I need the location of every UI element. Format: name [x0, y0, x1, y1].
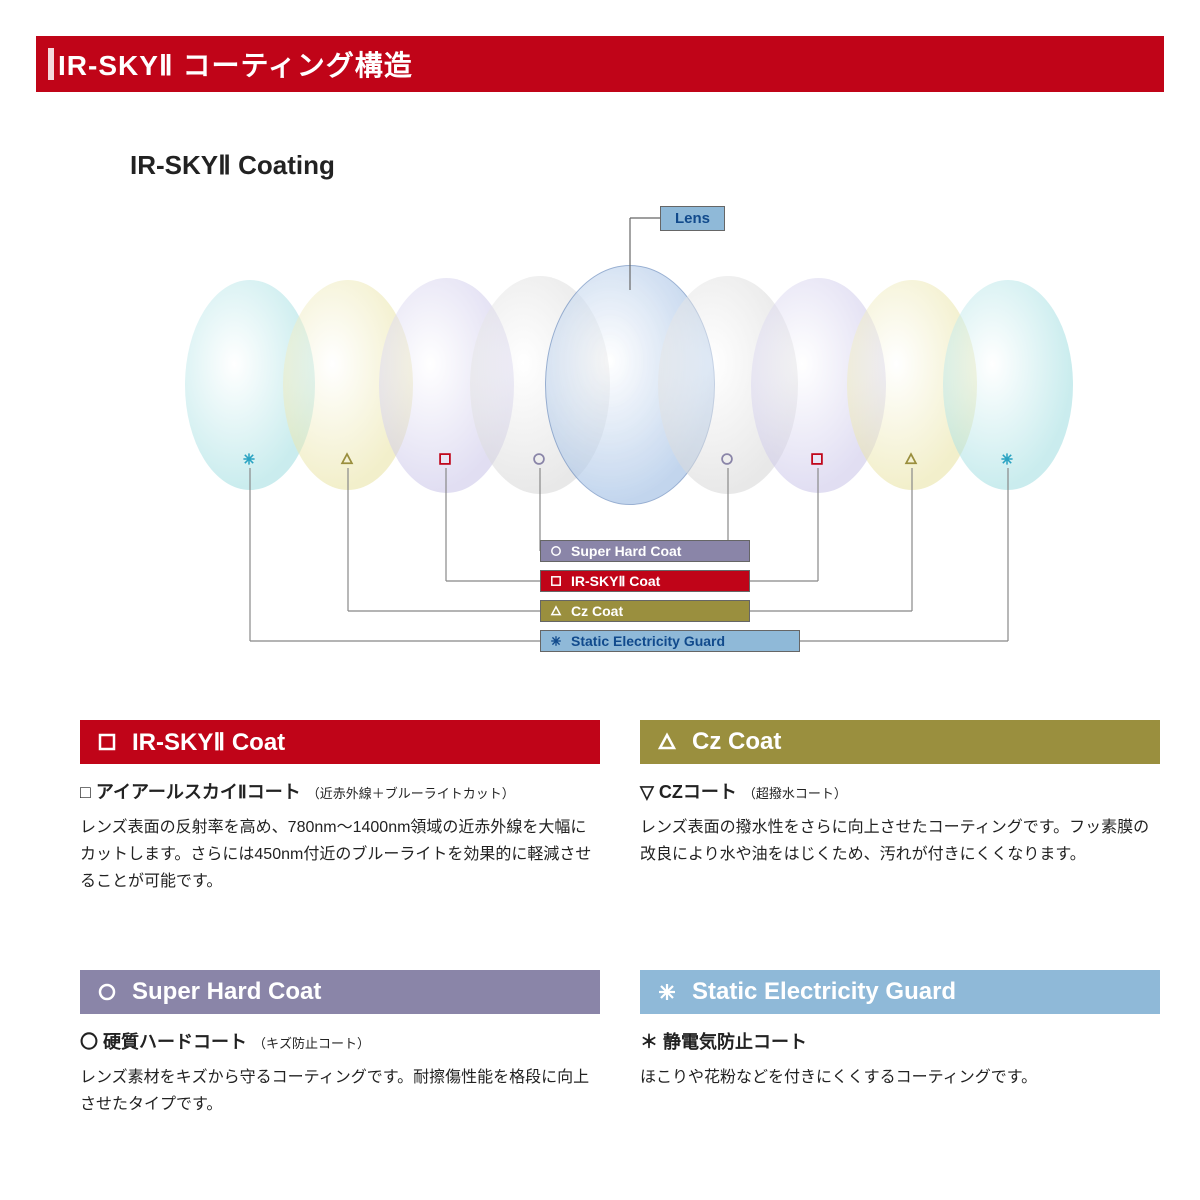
- square-icon: [549, 575, 563, 587]
- card-subtitle: ＊ 静電気防止コート: [640, 1028, 1160, 1054]
- subtitle: IR-SKYⅡ Coating: [130, 150, 335, 181]
- header-bar: IR-SKYⅡ コーティング構造: [36, 36, 1164, 92]
- card-head: Cz Coat: [640, 720, 1160, 764]
- card-head: Super Hard Coat: [80, 970, 600, 1014]
- coat-card-2: Super Hard Coat 〇 硬質ハードコート（キズ防止コート） レンズ素材を…: [80, 970, 600, 1118]
- coat-card-1: Cz Coat ▽ CZコート（超撥水コート） レンズ表面の撥水性をさらに向上させた…: [640, 720, 1160, 868]
- card-title: IR-SKYⅡ Coat: [132, 728, 285, 757]
- legend-cz-coat: Cz Coat: [540, 600, 750, 622]
- card-subtitle: □ アイアールスカイⅡコート（近赤外線＋ブルーライトカット）: [80, 778, 600, 804]
- triangle-icon: [654, 732, 680, 752]
- legend-label: Super Hard Coat: [571, 543, 681, 559]
- card-title: Cz Coat: [692, 728, 781, 756]
- square-icon: [94, 732, 120, 752]
- legend-static-electricity-guard: Static Electricity Guard: [540, 630, 800, 652]
- header-title: IR-SKYⅡ コーティング構造: [58, 44, 413, 84]
- coating-diagram: LensSuper Hard CoatIR-SKYⅡ CoatCz CoatSt…: [100, 200, 1100, 670]
- card-subtitle: 〇 硬質ハードコート（キズ防止コート）: [80, 1028, 600, 1054]
- triangle-icon: [549, 605, 563, 617]
- legend-label: Cz Coat: [571, 603, 623, 619]
- coat-card-0: IR-SKYⅡ Coat □ アイアールスカイⅡコート（近赤外線＋ブルーライトカッ…: [80, 720, 600, 896]
- card-head: IR-SKYⅡ Coat: [80, 720, 600, 764]
- card-title: Super Hard Coat: [132, 978, 321, 1006]
- card-head: Static Electricity Guard: [640, 970, 1160, 1014]
- legend-ir-skyⅱ-coat: IR-SKYⅡ Coat: [540, 570, 750, 592]
- card-body: レンズ素材をキズから守るコーティングです。耐擦傷性能を格段に向上させたタイプです…: [80, 1064, 600, 1118]
- coat-card-3: Static Electricity Guard ＊ 静電気防止コートほこりや花粉…: [640, 970, 1160, 1091]
- asterisk-icon: [549, 635, 563, 647]
- card-body: ほこりや花粉などを付きにくくするコーティングです。: [640, 1064, 1160, 1091]
- legend-label: IR-SKYⅡ Coat: [571, 573, 660, 590]
- legend-super-hard-coat: Super Hard Coat: [540, 540, 750, 562]
- asterisk-icon: [654, 982, 680, 1002]
- header-stripe: [48, 48, 54, 80]
- card-body: レンズ表面の反射率を高め、780nm〜1400nm領域の近赤外線を大幅にカットし…: [80, 814, 600, 896]
- card-title: Static Electricity Guard: [692, 978, 956, 1006]
- card-subtitle: ▽ CZコート（超撥水コート）: [640, 778, 1160, 804]
- legend-label: Static Electricity Guard: [571, 633, 725, 649]
- card-body: レンズ表面の撥水性をさらに向上させたコーティングです。フッ素膜の改良により水や油…: [640, 814, 1160, 868]
- circle-icon: [94, 982, 120, 1002]
- circle-icon: [549, 545, 563, 557]
